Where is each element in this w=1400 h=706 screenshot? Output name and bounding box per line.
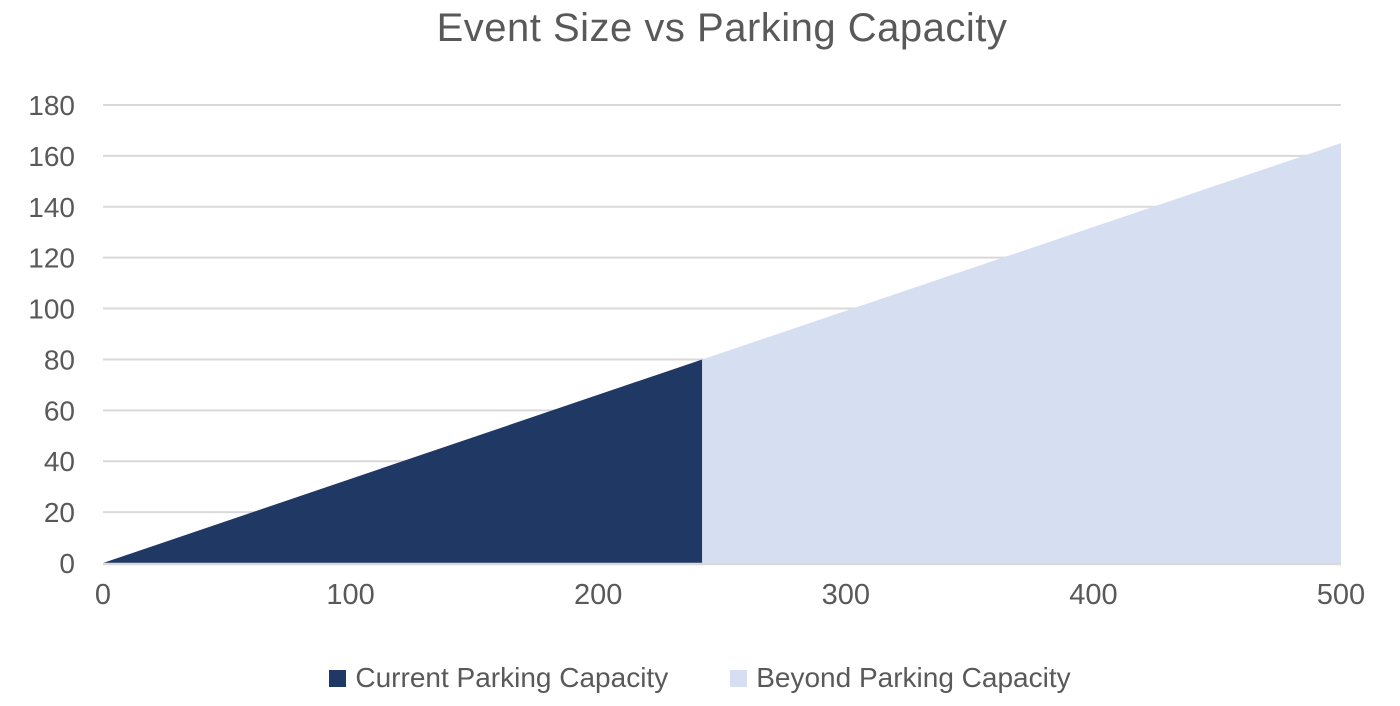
x-tick-label: 200 xyxy=(574,579,622,611)
legend-item-current: Current Parking Capacity xyxy=(329,662,668,694)
y-tick-label: 40 xyxy=(44,446,75,477)
y-tick-label: 160 xyxy=(28,141,75,172)
x-tick-label: 100 xyxy=(326,579,374,611)
x-tick-label: 500 xyxy=(1317,579,1365,611)
y-tick-label: 120 xyxy=(28,243,75,274)
y-tick-label: 100 xyxy=(28,294,75,325)
y-tick-label: 180 xyxy=(28,90,75,121)
legend-label-current: Current Parking Capacity xyxy=(355,662,669,693)
y-tick-label: 80 xyxy=(44,344,75,375)
y-tick-label: 20 xyxy=(44,497,75,528)
legend-swatch-beyond-icon xyxy=(730,669,748,687)
y-tick-label: 60 xyxy=(44,395,75,426)
plot-area: 0 20 40 60 80 100 120 140 160 180 0 100 200 300 400 500 xyxy=(28,90,1365,611)
x-tick-label: 0 xyxy=(95,579,111,611)
legend-label-beyond: Beyond Parking Capacity xyxy=(756,662,1071,693)
x-tick-label: 300 xyxy=(822,579,870,611)
x-tick-label: 400 xyxy=(1069,579,1117,611)
y-tick-label: 140 xyxy=(28,192,75,223)
chart-title: Event Size vs Parking Capacity xyxy=(436,6,1008,50)
area-series-0 xyxy=(103,359,703,563)
legend-item-beyond: Beyond Parking Capacity xyxy=(730,662,1071,694)
area-series-1 xyxy=(702,143,1341,563)
legend: Current Parking Capacity Beyond Parking … xyxy=(0,662,1400,694)
legend-swatch-current-icon xyxy=(329,669,347,687)
y-tick-label: 0 xyxy=(59,548,75,579)
